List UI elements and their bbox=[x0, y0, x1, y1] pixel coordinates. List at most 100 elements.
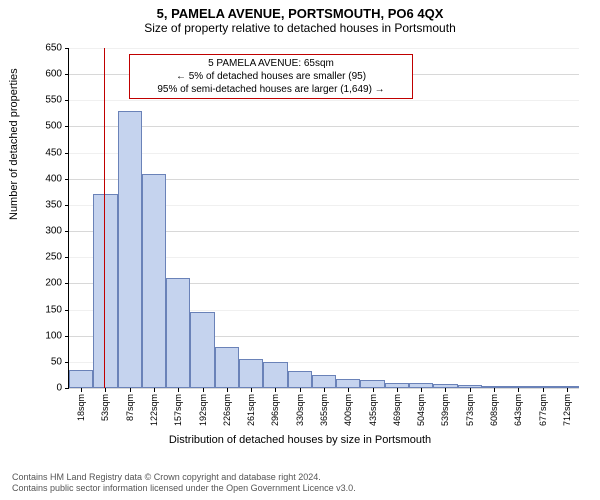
ytick-label: 100 bbox=[18, 330, 62, 341]
xtick-mark bbox=[445, 388, 446, 392]
xtick-mark bbox=[81, 388, 82, 392]
xtick-label: 261sqm bbox=[246, 394, 256, 426]
histogram-bar bbox=[118, 111, 142, 388]
annotation-line-1: 5 PAMELA AVENUE: 65sqm bbox=[136, 57, 406, 70]
xtick-mark bbox=[203, 388, 204, 392]
xtick-mark bbox=[227, 388, 228, 392]
histogram-bar bbox=[239, 359, 263, 388]
histogram-bar bbox=[215, 347, 239, 388]
gridline bbox=[69, 126, 579, 127]
chart-area: 18sqm53sqm87sqm122sqm157sqm192sqm226sqm2… bbox=[68, 48, 578, 388]
annotation-line-3: 95% of semi-detached houses are larger (… bbox=[136, 83, 406, 96]
y-axis-label: Number of detached properties bbox=[8, 68, 20, 220]
histogram-bar bbox=[190, 312, 214, 388]
ytick-mark bbox=[65, 388, 69, 389]
footer-line-2: Contains public sector information licen… bbox=[12, 483, 356, 494]
histogram-bar bbox=[336, 379, 360, 388]
annotation-line-2: ← 5% of detached houses are smaller (95) bbox=[136, 70, 406, 83]
xtick-label: 53sqm bbox=[100, 394, 110, 421]
xtick-mark bbox=[178, 388, 179, 392]
xtick-mark bbox=[567, 388, 568, 392]
ytick-mark bbox=[65, 100, 69, 101]
ytick-label: 50 bbox=[18, 356, 62, 367]
xtick-label: 608sqm bbox=[489, 394, 499, 426]
xtick-mark bbox=[348, 388, 349, 392]
ytick-mark bbox=[65, 153, 69, 154]
footer-line-1: Contains HM Land Registry data © Crown c… bbox=[12, 472, 356, 483]
ytick-label: 150 bbox=[18, 304, 62, 315]
ytick-mark bbox=[65, 336, 69, 337]
xtick-label: 504sqm bbox=[416, 394, 426, 426]
xtick-label: 87sqm bbox=[125, 394, 135, 421]
histogram-bar bbox=[312, 375, 336, 388]
ytick-mark bbox=[65, 362, 69, 363]
xtick-label: 643sqm bbox=[513, 394, 523, 426]
xtick-label: 192sqm bbox=[198, 394, 208, 426]
xtick-mark bbox=[494, 388, 495, 392]
xtick-mark bbox=[105, 388, 106, 392]
histogram-bar bbox=[288, 371, 312, 388]
ytick-label: 200 bbox=[18, 278, 62, 289]
ytick-mark bbox=[65, 231, 69, 232]
gridline bbox=[69, 100, 579, 101]
x-axis-label: Distribution of detached houses by size … bbox=[0, 434, 600, 446]
ytick-mark bbox=[65, 74, 69, 75]
xtick-mark bbox=[397, 388, 398, 392]
xtick-mark bbox=[154, 388, 155, 392]
xtick-label: 712sqm bbox=[562, 394, 572, 426]
xtick-label: 435sqm bbox=[368, 394, 378, 426]
xtick-mark bbox=[421, 388, 422, 392]
xtick-label: 330sqm bbox=[295, 394, 305, 426]
ytick-mark bbox=[65, 283, 69, 284]
xtick-mark bbox=[130, 388, 131, 392]
xtick-label: 469sqm bbox=[392, 394, 402, 426]
ytick-label: 550 bbox=[18, 95, 62, 106]
ytick-mark bbox=[65, 126, 69, 127]
histogram-bar bbox=[69, 370, 93, 388]
xtick-mark bbox=[470, 388, 471, 392]
xtick-mark bbox=[300, 388, 301, 392]
xtick-mark bbox=[518, 388, 519, 392]
xtick-mark bbox=[543, 388, 544, 392]
marker-line bbox=[104, 48, 105, 388]
xtick-label: 157sqm bbox=[173, 394, 183, 426]
xtick-label: 296sqm bbox=[270, 394, 280, 426]
xtick-label: 400sqm bbox=[343, 394, 353, 426]
histogram-bar bbox=[263, 362, 287, 388]
ytick-label: 650 bbox=[18, 43, 62, 54]
ytick-mark bbox=[65, 179, 69, 180]
xtick-mark bbox=[324, 388, 325, 392]
xtick-mark bbox=[373, 388, 374, 392]
ytick-label: 0 bbox=[18, 383, 62, 394]
histogram-bar bbox=[93, 194, 117, 388]
chart-container: 5, PAMELA AVENUE, PORTSMOUTH, PO6 4QX Si… bbox=[0, 0, 600, 500]
histogram-bar bbox=[166, 278, 190, 388]
footer-attribution: Contains HM Land Registry data © Crown c… bbox=[12, 472, 356, 495]
ytick-mark bbox=[65, 310, 69, 311]
plot-area: 18sqm53sqm87sqm122sqm157sqm192sqm226sqm2… bbox=[68, 48, 579, 389]
xtick-label: 539sqm bbox=[440, 394, 450, 426]
ytick-label: 300 bbox=[18, 226, 62, 237]
xtick-label: 573sqm bbox=[465, 394, 475, 426]
histogram-bar bbox=[360, 380, 384, 388]
chart-subtitle: Size of property relative to detached ho… bbox=[0, 21, 600, 39]
xtick-label: 677sqm bbox=[538, 394, 548, 426]
xtick-label: 365sqm bbox=[319, 394, 329, 426]
ytick-label: 350 bbox=[18, 199, 62, 210]
annotation-box: 5 PAMELA AVENUE: 65sqm← 5% of detached h… bbox=[129, 54, 413, 99]
ytick-label: 600 bbox=[18, 69, 62, 80]
xtick-label: 226sqm bbox=[222, 394, 232, 426]
ytick-label: 500 bbox=[18, 121, 62, 132]
xtick-mark bbox=[275, 388, 276, 392]
ytick-mark bbox=[65, 257, 69, 258]
ytick-label: 450 bbox=[18, 147, 62, 158]
xtick-label: 122sqm bbox=[149, 394, 159, 426]
ytick-mark bbox=[65, 205, 69, 206]
gridline bbox=[69, 48, 579, 49]
ytick-label: 250 bbox=[18, 252, 62, 263]
histogram-bar bbox=[142, 174, 166, 388]
chart-title: 5, PAMELA AVENUE, PORTSMOUTH, PO6 4QX bbox=[0, 0, 600, 21]
ytick-label: 400 bbox=[18, 173, 62, 184]
xtick-label: 18sqm bbox=[76, 394, 86, 421]
ytick-mark bbox=[65, 48, 69, 49]
